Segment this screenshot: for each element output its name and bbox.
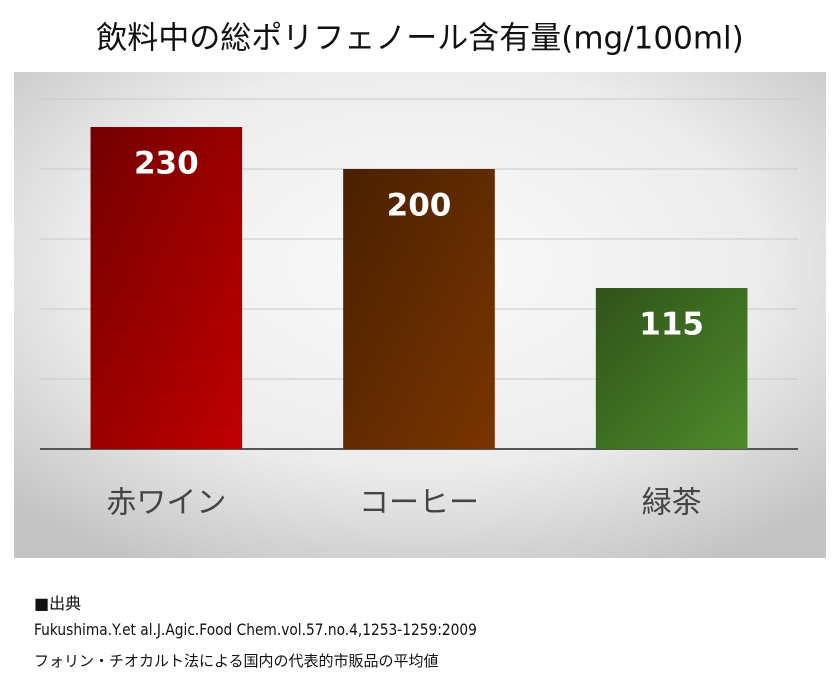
data-label: 115 xyxy=(639,307,704,343)
bar-shade xyxy=(595,288,748,449)
x-tick-label: コーヒー xyxy=(359,486,479,521)
data-label: 200 xyxy=(387,188,452,224)
bar-shade xyxy=(343,169,495,449)
source-heading: ■出典 xyxy=(34,594,82,613)
source-citation: Fukushima.Y.et al.J.Agic.Food Chem.vol.5… xyxy=(34,620,477,639)
bar-shade xyxy=(90,127,243,449)
chart-title: 飲料中の総ポリフェノール含有量(mg/100ml) xyxy=(96,21,744,57)
chart: 飲料中の総ポリフェノール含有量(mg/100ml) 赤ワイン 230 コーヒー 200… xyxy=(14,21,826,558)
source-note: フォリン・チオカルト法による国内の代表的市販品の平均値 xyxy=(34,652,439,670)
data-label: 230 xyxy=(134,146,199,182)
x-tick-label: 緑茶 xyxy=(642,486,702,521)
x-tick-label: 赤ワイン xyxy=(106,486,226,521)
